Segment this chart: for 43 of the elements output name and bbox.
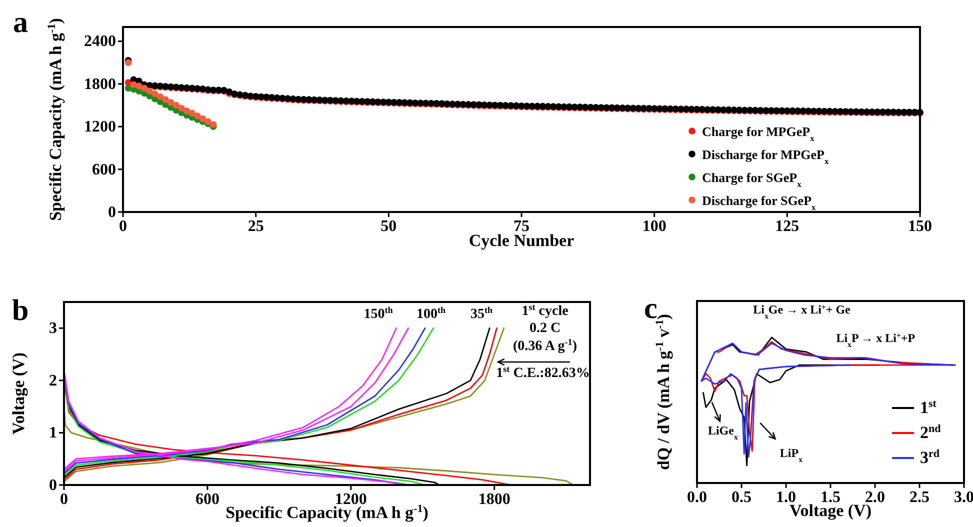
- chart-title: a: [13, 6, 28, 39]
- x-tick-label: 25: [248, 218, 264, 235]
- annotation: 1$^{st}$ C.E.:82.63%: [496, 364, 590, 381]
- annotation: (0.36 A g$^{-1}$): [513, 337, 578, 354]
- x-tick-label: 2.5: [910, 489, 930, 506]
- x-tick-label: 125: [775, 218, 800, 235]
- legend-label: 2$^{nd}$: [920, 423, 942, 442]
- x-tick-label: 1800: [478, 491, 510, 508]
- annotation: 35$^{th}$: [470, 305, 493, 322]
- x-tick-label: 0: [60, 491, 68, 508]
- y-tick-label: 1: [49, 424, 57, 442]
- x-tick-label: 50: [380, 218, 397, 235]
- annotation: 1$^{st}$ cycle: [522, 302, 568, 319]
- annotation: 100$^{th}$: [416, 305, 446, 322]
- annotation: Li$_{x}$P → x Li$^{+}$+P: [836, 330, 916, 348]
- x-axis-title: Specific Capacity (mA h g$^{-1}$): [226, 503, 428, 522]
- y-tick-label: 3: [49, 320, 57, 338]
- annotation: LiGe$_{x}$: [708, 423, 738, 441]
- legend-label: Charge for SGeP$_{x}$: [702, 170, 802, 189]
- legend-label: 1$^{st}$: [920, 398, 937, 417]
- x-tick-label: 600: [195, 491, 220, 508]
- annotation: Li$_{x}$Ge → x Li$^{+}$+ Ge: [753, 302, 852, 320]
- x-tick-label: 100: [642, 218, 666, 235]
- y-tick-label: 1800: [84, 76, 116, 93]
- x-tick-label: 0.5: [732, 489, 752, 506]
- y-tick-label: 0: [49, 477, 57, 494]
- y-tick-label: 2400: [84, 33, 116, 50]
- x-tick-label: 150: [908, 218, 932, 235]
- legend-label: Discharge for SGeP$_{x}$: [702, 193, 817, 212]
- legend-label: 3$^{rd}$: [920, 448, 940, 467]
- x-tick-label: 0.0: [687, 489, 707, 506]
- y-tick-label: 0: [108, 204, 116, 221]
- y-tick-label: 2: [49, 372, 57, 390]
- annotation: LiP$_{x}$: [780, 446, 803, 464]
- chart-title: b: [12, 294, 29, 327]
- y-tick-label: 600: [92, 161, 116, 178]
- y-axis-title: Voltage (V): [9, 352, 28, 434]
- annotation: 0.2 C: [529, 321, 561, 336]
- y-tick-label: 1200: [84, 118, 116, 136]
- legend-label: Discharge for MPGeP$_{x}$: [702, 147, 830, 166]
- legend-label: Charge for MPGeP$_{x}$: [702, 124, 816, 143]
- annotation: 150$^{th}$: [364, 305, 393, 322]
- x-tick-label: 0: [119, 218, 127, 235]
